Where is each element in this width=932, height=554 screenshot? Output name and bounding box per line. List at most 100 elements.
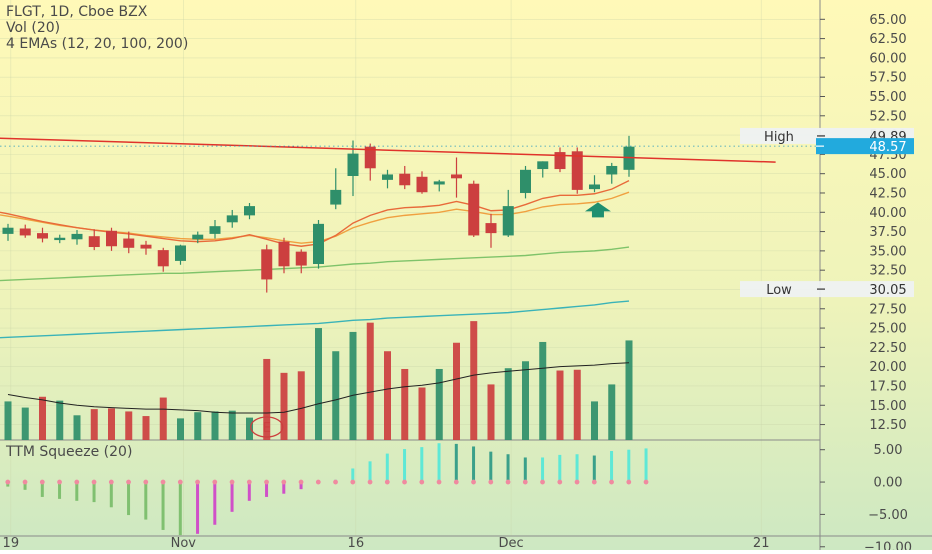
indicator-tick-label: 5.00 (874, 443, 903, 458)
candle-body (192, 234, 204, 240)
volume-bar (453, 342, 460, 440)
squeeze-bar (299, 482, 303, 490)
volume-bar (246, 417, 253, 440)
candle-body (554, 152, 566, 170)
candle-body (589, 184, 600, 190)
candle-body (123, 238, 135, 248)
candle-body (88, 236, 100, 248)
volume-bar (297, 371, 305, 440)
time-label: 21 (753, 536, 770, 550)
squeeze-dot (367, 479, 373, 485)
volume-bar (73, 415, 81, 440)
squeeze-bar (127, 482, 131, 516)
price-tick-label: 35.00 (869, 244, 906, 259)
volume-bar (125, 411, 133, 440)
price-tick-label: 22.50 (869, 341, 906, 356)
volume-bar (177, 418, 184, 440)
volume-bar (4, 401, 12, 440)
candle-body (330, 189, 342, 205)
candle-body (502, 206, 514, 236)
price-tick-label: 45.00 (869, 167, 906, 182)
candle-body (19, 228, 31, 236)
squeeze-dot (557, 479, 563, 485)
squeeze-dot (5, 479, 11, 485)
volume-bar (366, 322, 374, 440)
price-tick-label: 20.00 (869, 360, 906, 375)
squeeze-dot (488, 479, 494, 485)
squeeze-bar (385, 453, 389, 483)
volume-bar (159, 397, 167, 440)
volume-bar (573, 369, 581, 440)
high-label: High (764, 130, 794, 145)
volume-bar (21, 407, 29, 440)
candle-body (261, 249, 273, 280)
squeeze-dot (471, 479, 476, 485)
candlesticks (2, 135, 635, 293)
price-tick-label: 27.50 (869, 302, 906, 317)
squeeze-bar (592, 455, 596, 483)
price-tick-label: 25.00 (869, 322, 906, 337)
squeeze-bar (489, 451, 493, 483)
squeeze-dot (22, 479, 28, 485)
candle-body (244, 206, 255, 216)
ema-indicator-label: 4 EMAs (12, 20, 100, 200) (6, 36, 189, 52)
squeeze-bar (213, 482, 217, 525)
squeeze-dot (333, 479, 338, 485)
price-tick-label: 15.00 (869, 399, 906, 414)
volume-bar (470, 321, 478, 440)
volume-bar (142, 416, 150, 440)
ema-lines (0, 180, 630, 339)
candle-body (399, 173, 411, 186)
squeeze-dot (281, 479, 287, 485)
price-tick-label: 62.50 (869, 32, 906, 47)
squeeze-bar (40, 482, 44, 497)
squeeze-dot (315, 479, 321, 485)
squeeze-bar (230, 482, 234, 512)
volume-bar (211, 411, 219, 440)
candle-body (295, 251, 307, 266)
squeeze-dot (74, 479, 80, 485)
squeeze-bar (351, 468, 355, 483)
squeeze-bar (75, 482, 79, 501)
squeeze-bar (644, 448, 648, 483)
indicator-tick-label: −10.00 (864, 540, 912, 550)
squeeze-dot (419, 479, 425, 485)
price-tick-label: 37.50 (869, 225, 906, 240)
candle-body (433, 181, 445, 185)
volume-bar (108, 408, 115, 440)
last-price-value: 48.57 (869, 140, 906, 155)
last-price-badge (816, 138, 914, 155)
price-tick-label: 57.50 (869, 71, 906, 86)
volume-bar (349, 331, 357, 440)
candle-body (2, 227, 14, 234)
candle-body (606, 165, 618, 175)
squeeze-dot (264, 479, 269, 485)
ttm-squeeze-label: TTM Squeeze (20) (6, 444, 133, 460)
squeeze-bar (178, 482, 182, 536)
candle-body (571, 151, 583, 190)
candle-body (313, 223, 324, 264)
volume-bar (625, 340, 633, 440)
price-tick-label: 40.00 (869, 206, 906, 221)
volume-bar (539, 341, 547, 440)
squeeze-bar (403, 449, 407, 483)
squeeze-dot (591, 479, 597, 485)
squeeze-dot (436, 479, 442, 485)
time-label: 19 (3, 536, 20, 550)
squeeze-dot (453, 479, 459, 485)
time-label: Dec (498, 536, 523, 550)
squeeze-bar (420, 447, 424, 483)
squeeze-dot (229, 479, 235, 485)
volume-bar (384, 351, 391, 440)
volume-bar (39, 396, 46, 440)
squeeze-dot (505, 479, 511, 485)
volume-bar (332, 351, 340, 440)
low-value: 30.05 (869, 283, 906, 298)
volume-bar (228, 410, 236, 440)
earnings-marker-ring (250, 416, 284, 438)
squeeze-dot (540, 479, 545, 485)
candle-body (71, 233, 83, 240)
